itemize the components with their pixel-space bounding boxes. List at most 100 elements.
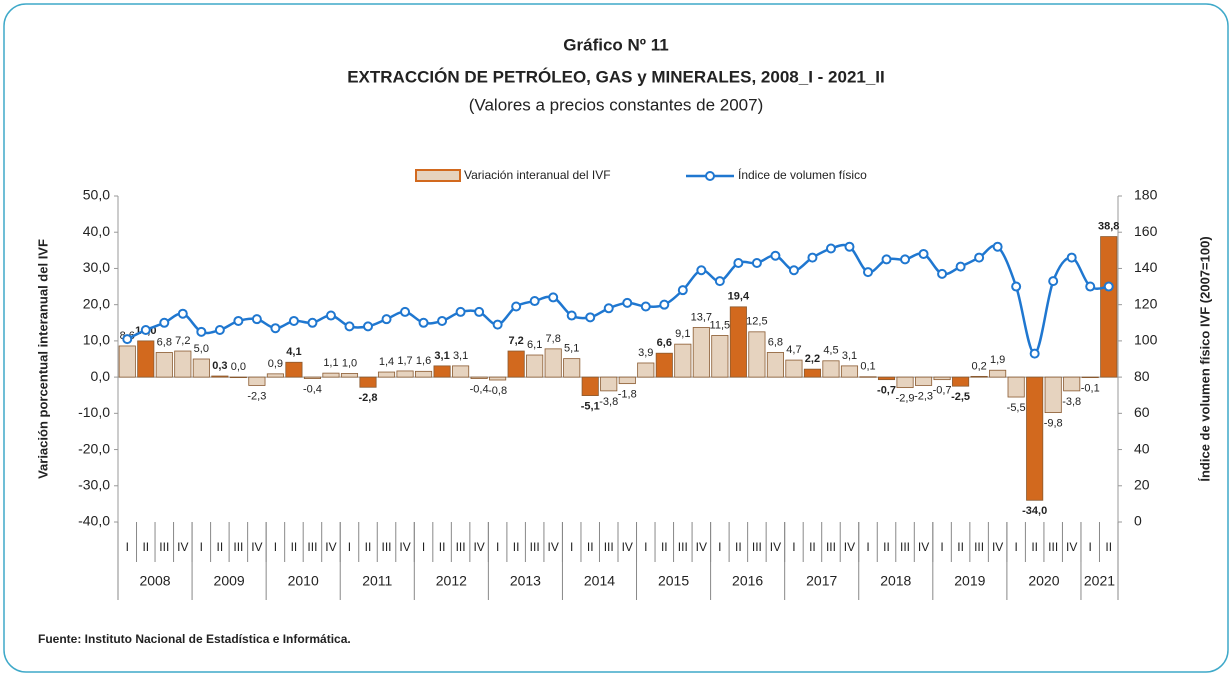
value-label: 6,8 — [768, 336, 783, 348]
x-tick-label: IV — [696, 540, 707, 554]
x-tick-label: IV — [918, 540, 929, 554]
y-tick-label: -10,0 — [78, 404, 110, 420]
x-tick-label: I — [422, 540, 425, 554]
x-tick-label: I — [940, 540, 943, 554]
line-marker — [677, 285, 688, 296]
bar — [748, 331, 766, 378]
bar — [155, 352, 173, 378]
x-tick-label: II — [809, 540, 816, 554]
line-marker — [992, 241, 1003, 252]
x-tick-label: I — [644, 540, 647, 554]
bar — [303, 376, 321, 379]
x-tick-label: IV — [251, 540, 262, 554]
line-marker — [714, 276, 725, 287]
chart-subtitle: EXTRACCIÓN DE PETRÓLEO, GAS y MINERALES,… — [347, 67, 885, 86]
x-tick-label: III — [604, 540, 614, 554]
bar — [452, 365, 470, 378]
bar — [340, 373, 359, 378]
value-label: 6,6 — [657, 337, 672, 349]
line-marker — [863, 267, 873, 278]
value-label: 0,2 — [971, 360, 986, 372]
value-label: 1,9 — [990, 354, 1005, 366]
x-tick-label: II — [1031, 540, 1038, 554]
x-tick-label: I — [570, 540, 573, 554]
bar — [229, 376, 247, 379]
year-label: 2019 — [954, 573, 985, 589]
line-marker — [307, 317, 318, 328]
bar — [266, 373, 284, 378]
x-tick-label: IV — [1066, 540, 1077, 554]
x-tick-label: III — [456, 540, 466, 554]
bar — [118, 345, 136, 378]
value-label: 19,4 — [728, 291, 750, 303]
value-label: 9,1 — [675, 328, 690, 340]
line-marker — [696, 265, 707, 276]
value-label: 4,5 — [823, 345, 838, 357]
value-label: -34,0 — [1022, 505, 1047, 517]
line-marker — [344, 321, 355, 332]
x-tick-label: II — [291, 540, 298, 554]
x-tick-label: IV — [177, 540, 188, 554]
x-tick-label: IV — [844, 540, 855, 554]
x-tick-label: III — [159, 540, 169, 554]
line-marker — [548, 292, 559, 303]
y2-tick-label: 120 — [1134, 295, 1158, 311]
x-tick-label: III — [752, 540, 762, 554]
bar — [396, 370, 414, 378]
bar — [526, 354, 544, 378]
x-tick-label: II — [365, 540, 372, 554]
bar — [1026, 376, 1044, 501]
bar — [766, 352, 784, 378]
year-label: 2008 — [139, 573, 170, 589]
line-marker — [511, 301, 522, 312]
x-tick-label: III — [530, 540, 540, 554]
value-label: 3,9 — [638, 347, 653, 359]
line-marker — [288, 315, 299, 326]
line-marker — [733, 258, 744, 269]
line-marker — [788, 265, 799, 276]
bar — [877, 376, 896, 381]
value-label: 1,4 — [379, 356, 394, 368]
line-marker — [474, 306, 485, 317]
bar — [896, 376, 914, 389]
line-marker — [400, 306, 411, 317]
line-marker — [1103, 281, 1114, 292]
value-label: -2,8 — [359, 392, 378, 404]
line-marker — [418, 317, 429, 328]
line-marker — [881, 254, 892, 265]
line-marker — [270, 323, 281, 334]
legend-label: Índice de volumen físico — [738, 167, 867, 182]
bar — [470, 376, 488, 379]
value-label: 0,9 — [268, 358, 283, 370]
year-label: 2010 — [288, 573, 319, 589]
line-marker — [937, 268, 948, 279]
x-tick-label: II — [957, 540, 964, 554]
y-tick-label: 30,0 — [83, 259, 110, 275]
x-tick-label: III — [382, 540, 392, 554]
y-axis-title: Variación porcentual interanual del IVF — [35, 239, 50, 479]
source: Fuente: Instituto Nacional de Estadístic… — [38, 632, 351, 646]
value-label: -0,8 — [488, 385, 507, 397]
bar — [489, 376, 507, 381]
bar — [174, 350, 192, 378]
bar — [729, 306, 747, 378]
x-tick-label: I — [792, 540, 795, 554]
bar — [192, 358, 210, 378]
y-tick-label: -30,0 — [78, 476, 110, 492]
value-label: 3,1 — [842, 350, 857, 362]
x-tick-label: II — [439, 540, 446, 554]
value-label: 7,2 — [175, 335, 190, 347]
bar — [655, 352, 673, 378]
year-label: 2011 — [362, 573, 392, 589]
bar — [415, 370, 433, 378]
value-label: 2,2 — [805, 353, 820, 365]
bar — [970, 375, 988, 378]
line-marker — [918, 248, 929, 259]
chart-subtitle: (Valores a precios constantes de 2007) — [469, 95, 764, 114]
value-label: 6,1 — [527, 339, 542, 351]
x-tick-label: III — [1048, 540, 1058, 554]
value-label: -2,9 — [896, 393, 915, 405]
line-marker — [233, 315, 244, 326]
x-tick-label: II — [661, 540, 668, 554]
x-tick-label: I — [200, 540, 203, 554]
